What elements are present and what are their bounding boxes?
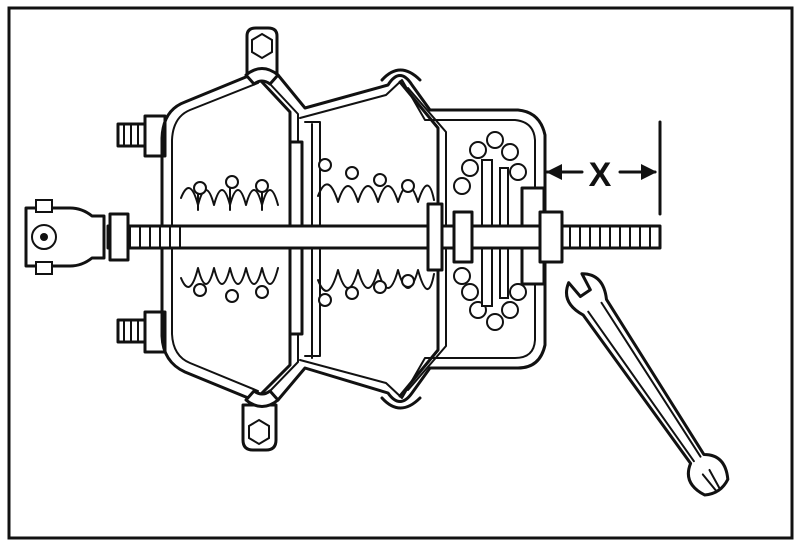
release-bolt [106,224,662,250]
clevis-yoke [24,199,106,275]
bottom-lug [241,403,278,452]
dimension-x: X [545,120,662,216]
wrench-icon [565,272,730,497]
inner-nut [452,210,474,264]
clevis-lock-nut [108,212,130,262]
mounting-stud-top [116,114,167,158]
mounting-stud-bottom [116,310,167,354]
dimension-label: X [589,156,612,194]
spring-piston-plate [426,202,444,272]
return-spring [180,175,279,303]
power-spring [317,158,435,307]
release-nut [538,210,564,264]
top-lug [245,26,279,77]
border-frame [7,6,794,540]
